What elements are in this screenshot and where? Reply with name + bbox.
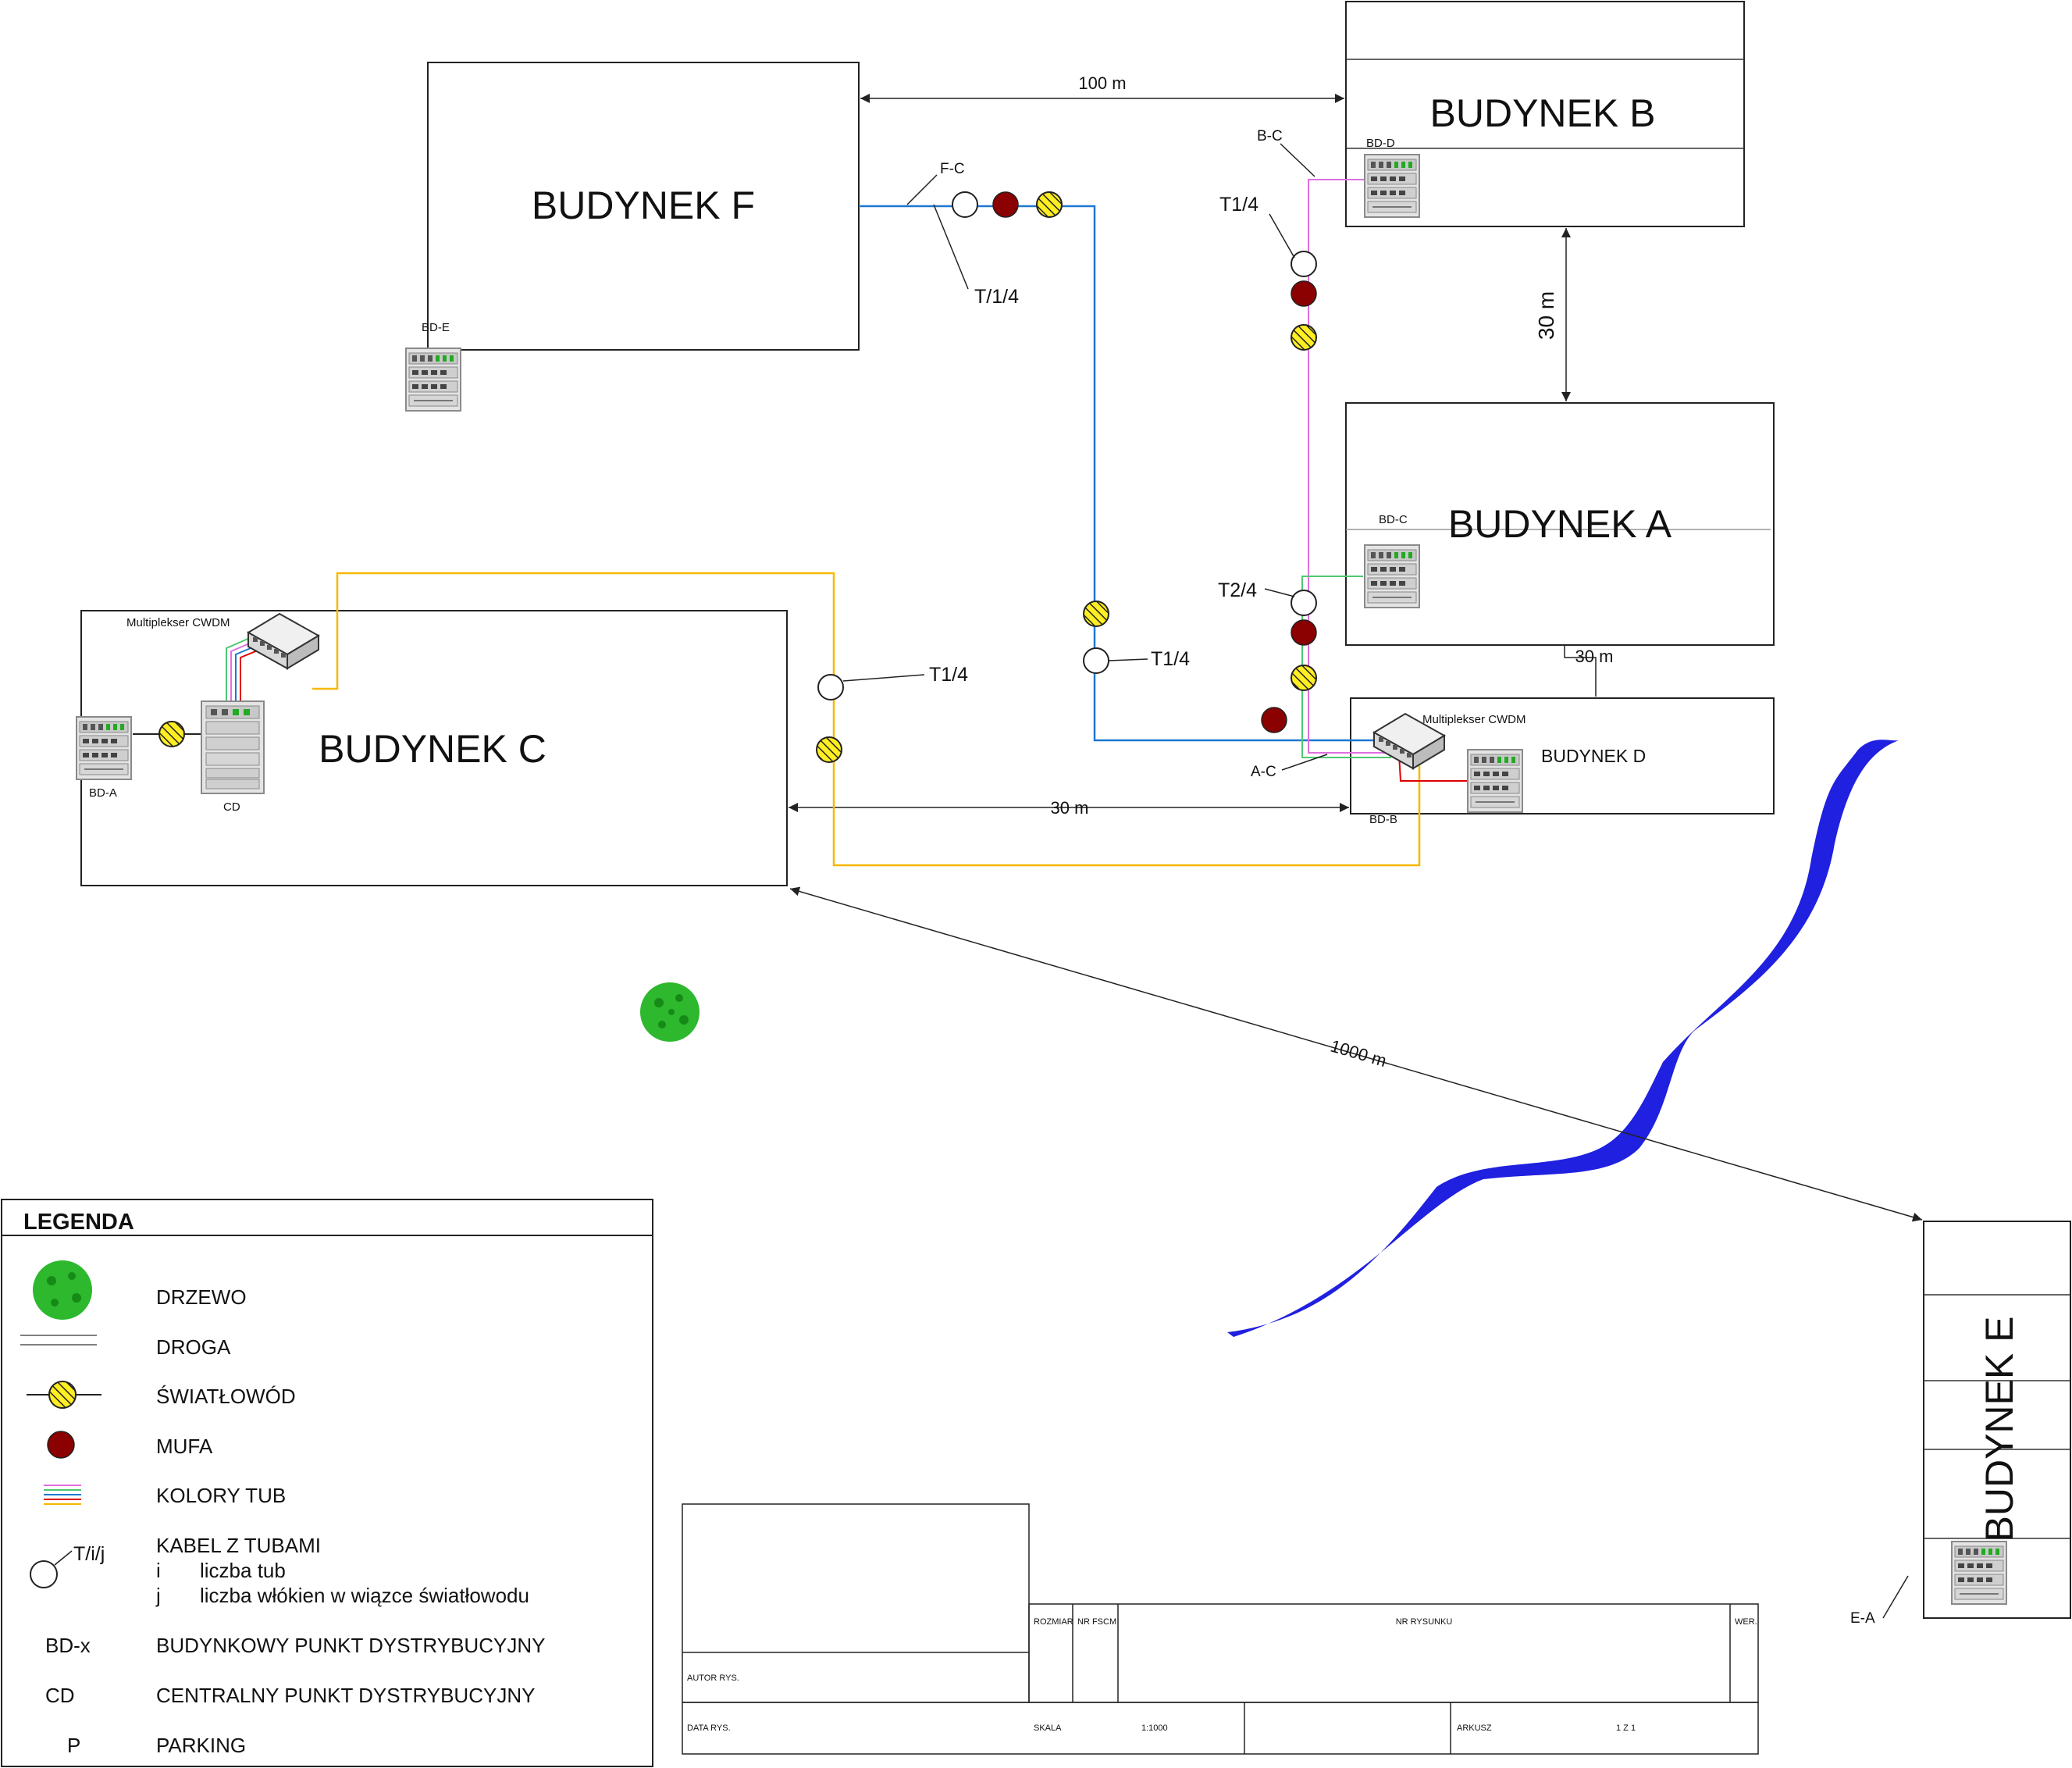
- legend-cable-icon: [30, 1550, 73, 1588]
- mufa-d: [1261, 707, 1287, 733]
- leader-lines: [842, 143, 1909, 1619]
- building-b-label: BUDYNEK B: [1430, 91, 1656, 135]
- mufa-fc: [992, 191, 1019, 218]
- legend-kabel-i-key: i: [156, 1559, 161, 1582]
- building-c: BUDYNEK C: [80, 610, 788, 886]
- legend-kabel-j-key: j: [155, 1584, 161, 1607]
- legend-cd-key: CD: [45, 1684, 75, 1707]
- fiber-route-d-local: [1398, 754, 1469, 782]
- legend: LEGENDA DRZEWO DROGA ŚWIATŁOWÓD MUFA KOL…: [1, 1199, 653, 1767]
- bd-a-rack-icon: [76, 716, 132, 780]
- fiber-fc-mid: [1083, 601, 1109, 627]
- distance-b-a: 30 m: [1534, 291, 1558, 340]
- building-e-label: BUDYNEK E: [1978, 1317, 2021, 1542]
- legend-road-icon: [20, 1335, 97, 1346]
- building-c-label: BUDYNEK C: [319, 727, 546, 771]
- legend-fiber-icon: [27, 1381, 101, 1409]
- cable-fc-marker: [952, 191, 978, 218]
- fiber-fc: [1036, 191, 1063, 218]
- legend-kabel-j-desc: liczba włókien w wiązce światłowodu: [200, 1584, 529, 1607]
- legend-tree-icon: [33, 1260, 92, 1320]
- fiber-route-b-c: [1308, 179, 1390, 754]
- legend-cd-desc: CENTRALNY PUNKT DYSTRYBUCYJNY: [156, 1684, 535, 1707]
- river: [1227, 740, 1899, 1337]
- link-fc-label: F-C: [940, 161, 965, 177]
- tb-nr-rysunku: NR RYSUNKU: [1396, 1617, 1453, 1627]
- cable-bc-marker: [1291, 251, 1317, 277]
- legend-bdx-key: BD-x: [45, 1634, 91, 1657]
- mufa-ac: [1291, 619, 1317, 646]
- legend-kabel-label: KABEL Z TUBAMI: [156, 1534, 321, 1557]
- tb-nr-fscm: NR FSCM: [1077, 1617, 1116, 1627]
- legend-tube-colors-icon: [44, 1485, 81, 1505]
- distance-c-e: 1000 m: [1328, 1036, 1388, 1071]
- legend-bdx-desc: BUDYNKOWY PUNKT DYSTRYBUCYJNY: [156, 1634, 545, 1657]
- tb-arkusz-label: ARKUSZ: [1457, 1723, 1492, 1733]
- title-block: [682, 1503, 1759, 1755]
- cable-bc-label: T1/4: [1219, 194, 1259, 216]
- fiber-ac: [1291, 665, 1317, 691]
- bd-c-label: BD-C: [1379, 513, 1408, 526]
- cable-fc-label: T/1/4: [974, 286, 1019, 308]
- cable-ac-marker: [1291, 590, 1317, 616]
- fiber-ce: [816, 736, 842, 763]
- tb-data: DATA RYS.: [687, 1723, 731, 1733]
- distance-c-d: 30 m: [1051, 798, 1089, 818]
- legend-mufa-label: MUFA: [156, 1435, 213, 1458]
- tb-autor: AUTOR RYS.: [687, 1674, 739, 1683]
- cd-rack-icon: [201, 700, 265, 794]
- fiber-c: [158, 721, 185, 747]
- legend-kabel-i-desc: liczba tub: [200, 1559, 286, 1582]
- legend-cable-icon-label: T/i/j: [73, 1543, 105, 1565]
- cd-label: CD: [223, 800, 240, 814]
- link-ac-label: A-C: [1251, 764, 1276, 780]
- fiber-bc: [1291, 324, 1317, 351]
- mux-c-label: Multiplekser CWDM: [126, 616, 230, 629]
- tb-wer: WER.: [1735, 1617, 1757, 1627]
- legend-p-desc: PARKING: [156, 1734, 246, 1757]
- mux-d-label: Multiplekser CWDM: [1422, 713, 1526, 726]
- bd-d-rack-icon: [1364, 154, 1420, 218]
- bd-b-rack-icon: [1467, 749, 1523, 813]
- bd-c-rack-icon: [1364, 544, 1420, 608]
- bd-d-label: BD-D: [1366, 137, 1395, 150]
- legend-p-key: P: [67, 1734, 80, 1757]
- link-ea-label: E-A: [1850, 1610, 1875, 1627]
- mufa-bc: [1291, 280, 1317, 307]
- bd-e-rack-icon: [405, 348, 461, 412]
- distance-f-b: 100 m: [1078, 73, 1126, 93]
- cable-ac-label: T2/4: [1218, 579, 1257, 601]
- legend-drzewo-label: DRZEWO: [156, 1285, 247, 1309]
- cable-fc-mid-marker: [1083, 647, 1109, 674]
- legend-mufa-icon: [47, 1431, 75, 1459]
- tb-skala-value: 1:1000: [1141, 1723, 1168, 1733]
- distance-arrows: [789, 94, 1923, 1222]
- bd-e-label: BD-E: [422, 321, 450, 334]
- legend-kolory-label: KOLORY TUB: [156, 1484, 286, 1507]
- tree-icon: [640, 982, 700, 1042]
- bd-a-label: BD-A: [89, 786, 117, 800]
- legend-droga-label: DROGA: [156, 1335, 231, 1359]
- building-d-label: BUDYNEK D: [1541, 746, 1646, 766]
- cable-fc-mid-label: T1/4: [1151, 648, 1190, 670]
- bd-b-label: BD-B: [1369, 813, 1397, 826]
- tb-arkusz-value: 1 Z 1: [1616, 1723, 1636, 1733]
- legend-title: LEGENDA: [23, 1210, 134, 1235]
- link-bc-label: B-C: [1257, 128, 1283, 144]
- distance-a-d: 30 m: [1575, 647, 1614, 666]
- cable-ce-label: T1/4: [929, 664, 968, 686]
- building-f: BUDYNEK F: [427, 62, 860, 351]
- building-a-label: BUDYNEK A: [1448, 502, 1672, 546]
- fiber-route-c-e: [312, 572, 1421, 867]
- building-f-label: BUDYNEK F: [532, 184, 755, 227]
- building-a: BUDYNEK A: [1345, 402, 1775, 646]
- tb-skala-label: SKALA: [1034, 1723, 1062, 1733]
- cable-ce-marker: [817, 674, 844, 700]
- tb-rozmiar: ROZMIAR: [1034, 1617, 1073, 1627]
- legend-swiatlowod-label: ŚWIATŁOWÓD: [156, 1385, 296, 1408]
- e-a-rack-icon: [1951, 1541, 2007, 1605]
